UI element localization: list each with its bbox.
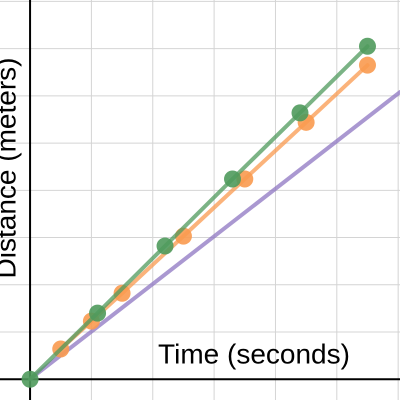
data-point xyxy=(21,370,39,388)
data-point xyxy=(113,284,131,302)
data-point xyxy=(236,170,254,188)
data-point xyxy=(156,237,174,255)
data-point xyxy=(358,37,376,55)
series xyxy=(21,37,400,388)
x-axis-label: Time (seconds) xyxy=(158,338,350,369)
series-line xyxy=(28,90,400,382)
data-point xyxy=(89,304,107,322)
data-point xyxy=(291,104,309,122)
data-point xyxy=(358,56,376,74)
data-point xyxy=(224,170,242,188)
y-axis-label: Distance (meters) xyxy=(0,58,21,279)
series-line xyxy=(28,44,370,382)
